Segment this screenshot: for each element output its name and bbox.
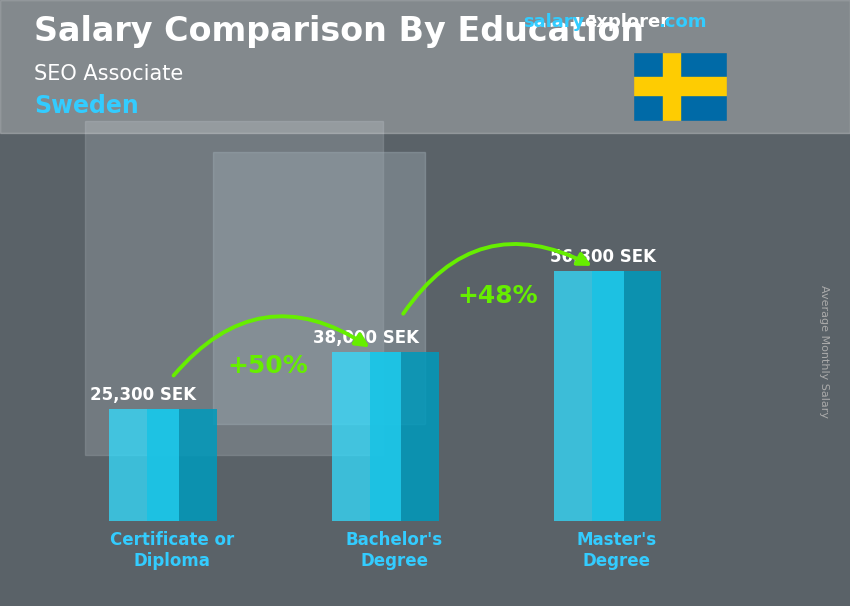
Bar xyxy=(212,152,425,424)
Text: explorer: explorer xyxy=(584,13,669,32)
Bar xyxy=(554,271,624,521)
Text: 38,000 SEK: 38,000 SEK xyxy=(313,330,419,347)
Text: salary: salary xyxy=(523,13,584,32)
Bar xyxy=(147,408,217,521)
Bar xyxy=(370,352,439,521)
Bar xyxy=(663,52,680,121)
Bar xyxy=(370,352,439,521)
Text: .com: .com xyxy=(658,13,706,32)
Text: +50%: +50% xyxy=(228,354,309,378)
Text: 25,300 SEK: 25,300 SEK xyxy=(90,386,196,404)
Bar xyxy=(592,271,661,521)
Text: Sweden: Sweden xyxy=(34,94,139,118)
Text: +48%: +48% xyxy=(458,284,538,308)
Bar xyxy=(633,78,727,95)
Text: 56,300 SEK: 56,300 SEK xyxy=(550,248,656,266)
Bar xyxy=(0,0,850,133)
Text: Average Monthly Salary: Average Monthly Salary xyxy=(819,285,829,418)
Bar xyxy=(147,408,217,521)
Bar xyxy=(85,121,382,454)
Bar xyxy=(592,271,661,521)
Bar xyxy=(110,408,178,521)
Bar xyxy=(332,352,401,521)
Text: Salary Comparison By Education: Salary Comparison By Education xyxy=(34,15,644,48)
Text: SEO Associate: SEO Associate xyxy=(34,64,184,84)
